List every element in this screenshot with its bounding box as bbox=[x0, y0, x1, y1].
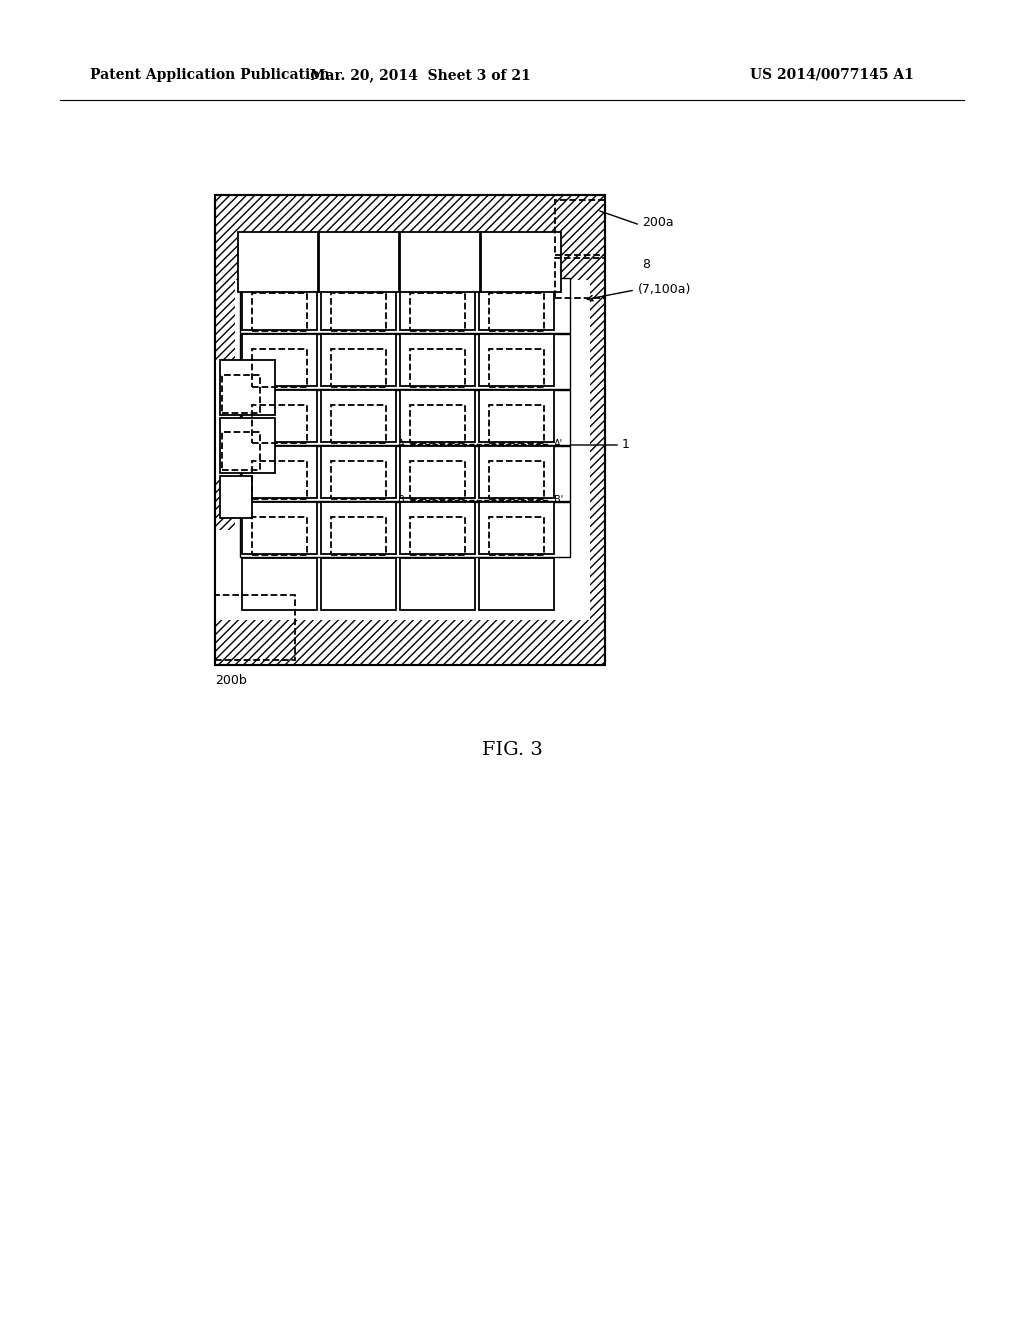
Bar bbox=[331, 293, 386, 331]
Bar bbox=[252, 461, 307, 499]
Bar bbox=[242, 558, 317, 610]
Bar bbox=[410, 405, 465, 444]
Bar bbox=[321, 334, 396, 385]
Bar bbox=[410, 293, 465, 331]
Text: 8: 8 bbox=[642, 259, 650, 272]
Bar bbox=[400, 232, 480, 292]
Bar bbox=[331, 517, 386, 554]
Text: FIG. 3: FIG. 3 bbox=[481, 741, 543, 759]
Bar bbox=[252, 348, 307, 387]
Bar bbox=[242, 279, 317, 330]
Bar bbox=[321, 558, 396, 610]
Bar bbox=[410, 348, 465, 387]
Bar bbox=[400, 334, 475, 385]
Bar bbox=[238, 232, 318, 292]
Text: 200a: 200a bbox=[642, 216, 674, 230]
Text: 1: 1 bbox=[622, 438, 630, 451]
Bar bbox=[240, 279, 570, 333]
Bar bbox=[215, 195, 605, 665]
Bar bbox=[489, 461, 544, 499]
Bar bbox=[555, 257, 605, 298]
Bar bbox=[252, 293, 307, 331]
Bar bbox=[252, 405, 307, 444]
Bar bbox=[400, 446, 475, 498]
Bar bbox=[222, 432, 260, 470]
Bar bbox=[481, 232, 561, 292]
Bar bbox=[410, 461, 465, 499]
Bar bbox=[252, 517, 307, 554]
Bar bbox=[321, 502, 396, 554]
Bar bbox=[215, 195, 605, 665]
Text: B': B' bbox=[554, 495, 563, 506]
Bar bbox=[489, 405, 544, 444]
Bar bbox=[479, 279, 554, 330]
Text: US 2014/0077145 A1: US 2014/0077145 A1 bbox=[750, 69, 913, 82]
Bar bbox=[400, 279, 475, 330]
Text: A: A bbox=[398, 440, 406, 449]
Bar bbox=[400, 389, 475, 442]
Bar bbox=[240, 502, 570, 557]
Bar bbox=[215, 531, 295, 620]
Bar bbox=[240, 446, 570, 502]
Bar bbox=[555, 201, 605, 255]
Bar bbox=[215, 195, 605, 665]
Bar bbox=[242, 389, 317, 442]
Bar bbox=[240, 389, 570, 445]
Bar bbox=[242, 502, 317, 554]
Bar bbox=[479, 446, 554, 498]
Bar bbox=[240, 334, 570, 389]
Bar bbox=[220, 418, 275, 473]
Bar bbox=[400, 502, 475, 554]
Bar bbox=[479, 389, 554, 442]
Bar bbox=[319, 232, 399, 292]
Bar bbox=[215, 360, 250, 480]
Bar bbox=[410, 517, 465, 554]
Bar bbox=[321, 389, 396, 442]
Bar bbox=[479, 502, 554, 554]
Bar bbox=[400, 558, 475, 610]
Bar bbox=[220, 360, 275, 414]
Bar bbox=[215, 595, 295, 660]
Bar bbox=[321, 279, 396, 330]
Bar bbox=[489, 517, 544, 554]
Bar bbox=[489, 348, 544, 387]
Bar bbox=[331, 405, 386, 444]
Text: (7,100a): (7,100a) bbox=[638, 284, 691, 297]
Bar bbox=[234, 280, 590, 620]
Text: B: B bbox=[398, 495, 406, 506]
Bar bbox=[331, 461, 386, 499]
Bar bbox=[242, 446, 317, 498]
Bar bbox=[479, 334, 554, 385]
Bar bbox=[220, 477, 252, 517]
Bar bbox=[242, 334, 317, 385]
Bar bbox=[321, 446, 396, 498]
Bar bbox=[331, 348, 386, 387]
Text: A': A' bbox=[554, 440, 563, 449]
Bar bbox=[489, 293, 544, 331]
Bar bbox=[479, 558, 554, 610]
Text: Mar. 20, 2014  Sheet 3 of 21: Mar. 20, 2014 Sheet 3 of 21 bbox=[309, 69, 530, 82]
Text: Patent Application Publication: Patent Application Publication bbox=[90, 69, 330, 82]
Text: 200b: 200b bbox=[215, 673, 247, 686]
Bar bbox=[222, 375, 260, 413]
